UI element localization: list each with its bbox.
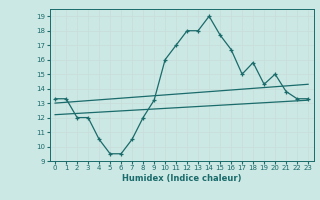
X-axis label: Humidex (Indice chaleur): Humidex (Indice chaleur) [122,174,241,183]
